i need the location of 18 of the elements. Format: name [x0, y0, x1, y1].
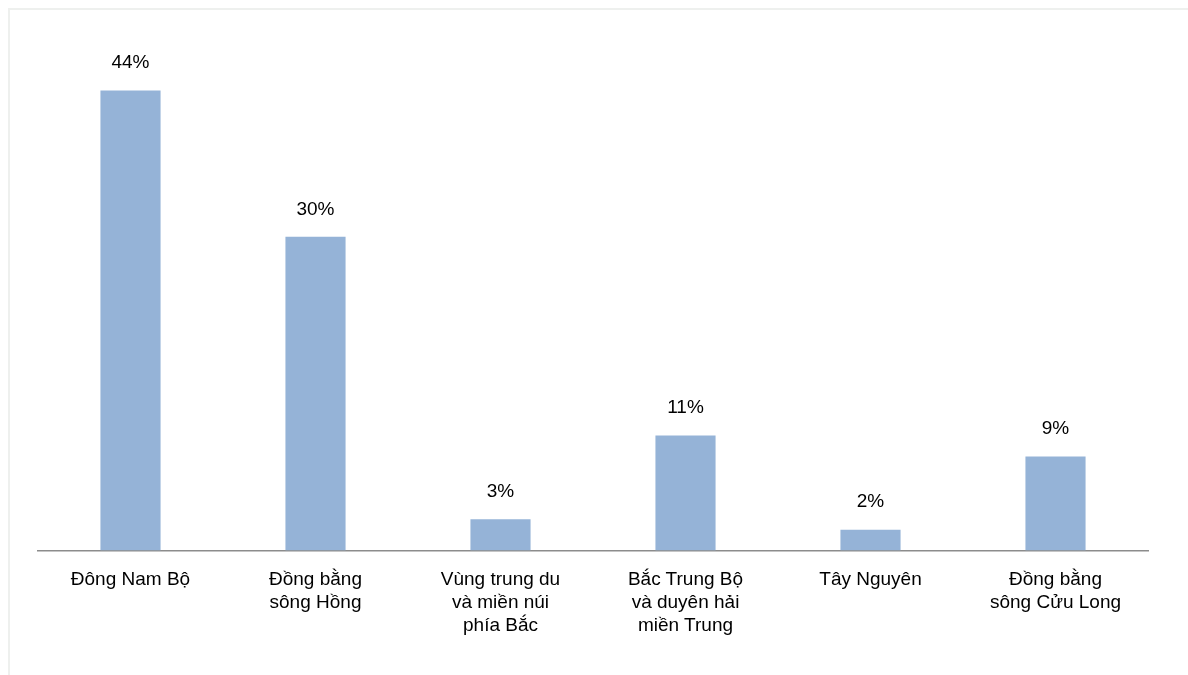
x-tick-label: Đồng bằng sông Hồng [269, 568, 362, 613]
data-label: 44% [111, 51, 150, 73]
bar [470, 519, 531, 551]
x-tick-label: Bắc Trung Bộ và duyên hải miền Trung [627, 568, 744, 635]
x-tick-label: Vùng trung du và miền núi phía Bắc [440, 568, 561, 635]
bar [1025, 456, 1086, 551]
data-label: 2% [856, 490, 885, 512]
bar [285, 236, 346, 551]
data-label: 11% [667, 396, 704, 418]
x-tick-label: Đồng bằng sông Cửu Long [989, 568, 1122, 613]
data-label: 30% [296, 197, 335, 219]
bar [100, 90, 161, 551]
x-tick-label: Đông Nam Bộ [70, 568, 191, 590]
data-label: 3% [486, 479, 515, 501]
bar [840, 529, 901, 551]
data-label: 9% [1041, 417, 1070, 439]
x-tick-label: Tây Nguyên [819, 568, 922, 590]
bar [655, 435, 716, 551]
